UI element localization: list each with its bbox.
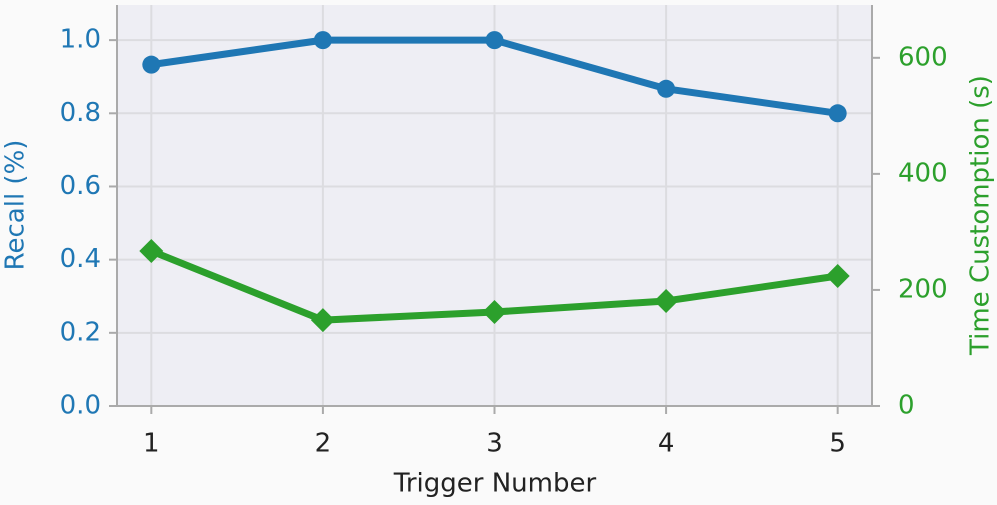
marker [482,299,507,324]
marker [825,264,850,289]
y-tick-label: 0.4 [60,244,101,274]
x-tick-label: 2 [315,429,332,459]
y-tick-label: 0.2 [60,317,101,347]
marker [313,31,332,50]
marker [828,104,847,123]
marker [310,308,335,333]
y2-tick-label: 0 [898,391,915,421]
marker [654,288,679,313]
y2-tick-label: 600 [898,42,948,72]
marker [485,31,504,50]
marker [142,55,161,74]
y-tick-label: 0.8 [60,98,101,128]
y-tick-label: 1.0 [60,25,101,55]
y-tick-label: 0.0 [60,391,101,421]
y-axis-label: Recall (%) [1,140,31,271]
marker [139,239,164,264]
y2-tick-label: 400 [898,158,948,188]
x-tick-label: 5 [829,429,846,459]
y-tick-label: 0.6 [60,171,101,201]
x-tick-label: 3 [486,429,503,459]
x-tick-label: 1 [143,429,160,459]
x-axis-label: Trigger Number [393,469,597,499]
x-tick-label: 4 [658,429,675,459]
y2-axis-label: Time Customption (s) [966,75,996,356]
y2-tick-label: 200 [898,274,948,304]
marker [657,79,676,98]
